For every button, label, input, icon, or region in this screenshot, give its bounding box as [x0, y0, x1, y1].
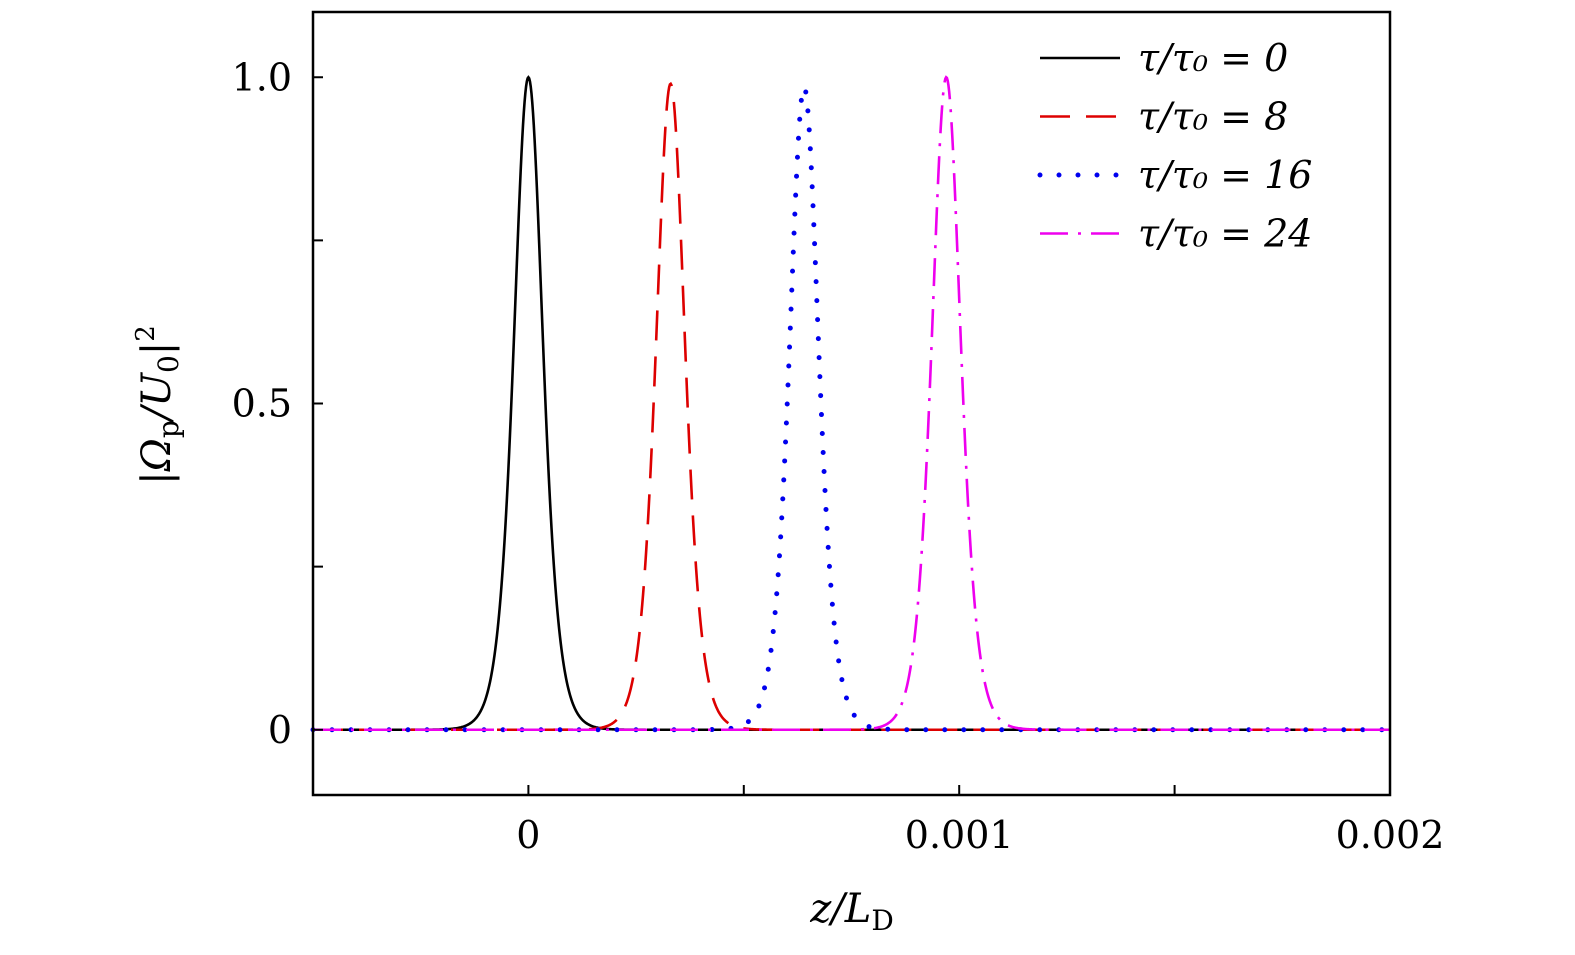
x-axis-label: z/LD: [809, 886, 894, 937]
plot-lines: [310, 75, 1393, 733]
y-axis-label: |Ωp/U0|2: [131, 325, 185, 485]
axis-ticks: [313, 76, 1391, 795]
y-tick-label-4: 1.0: [232, 55, 292, 99]
legend-label-2: τ/τ₀ = 16: [1138, 153, 1312, 197]
legend: τ/τ₀ = 0 τ/τ₀ = 8 τ/τ₀ = 16 τ/τ₀ = 24: [1037, 36, 1312, 256]
legend-label-1: τ/τ₀ = 8: [1138, 95, 1288, 139]
series-line-2: [310, 84, 1393, 733]
legend-label-3: τ/τ₀ = 24: [1138, 212, 1312, 256]
series-line-3: [313, 75, 1390, 732]
tick-labels: 0 0.001 0.002 0 0.5 1.0: [232, 55, 1445, 857]
legend-label-0: τ/τ₀ = 0: [1138, 36, 1288, 80]
x-tick-label-0: 0: [516, 813, 540, 857]
y-tick-label-0: 0: [268, 708, 292, 752]
x-tick-label-4: 0.002: [1336, 813, 1445, 857]
y-tick-label-2: 0.5: [232, 382, 292, 426]
x-tick-label-2: 0.001: [905, 813, 1014, 857]
